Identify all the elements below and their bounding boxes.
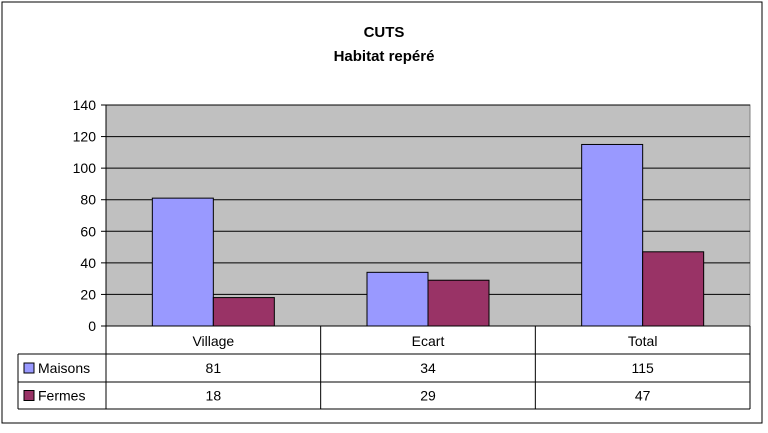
table-value-maisons: 115 <box>632 360 655 376</box>
bar-fermes-village <box>212 297 275 327</box>
chart-subtitle: Habitat repéré <box>334 48 435 65</box>
legend-key-maisons <box>23 362 35 374</box>
legend-key-fermes <box>23 390 35 401</box>
legend-label-fermes: Fermes <box>38 388 85 404</box>
category-label: Ecart <box>412 333 445 349</box>
category-label: Total <box>628 333 658 349</box>
data-table: Village Ecart Total Maisons 81 34 115 Fermes 18 2… <box>17 325 751 410</box>
y-tick-label: 80 <box>80 192 96 208</box>
y-tick-label: 120 <box>73 129 97 145</box>
chart-title: CUTS <box>364 24 405 41</box>
y-tick-label: 60 <box>80 223 96 239</box>
bar-maisons-ecart <box>366 271 429 327</box>
y-tick-label: 140 <box>73 97 97 113</box>
bar-maisons-total <box>581 143 644 327</box>
y-tick-label: 20 <box>80 286 96 302</box>
y-tick-label: 40 <box>80 255 96 271</box>
table-value-maisons: 34 <box>420 360 436 376</box>
y-tick-label: 0 <box>88 318 96 334</box>
bar-fermes-ecart <box>427 279 490 327</box>
legend-label-maisons: Maisons <box>38 360 90 376</box>
table-value-fermes: 18 <box>206 388 222 404</box>
bar-maisons-village <box>151 197 214 327</box>
category-label: Village <box>192 333 234 349</box>
table-value-maisons: 81 <box>206 360 222 376</box>
table-value-fermes: 29 <box>420 388 436 404</box>
y-tick-label: 100 <box>73 160 97 176</box>
bar-fermes-total <box>642 251 705 327</box>
table-value-fermes: 47 <box>635 388 651 404</box>
plot-area: 0 20 40 60 80 100 120 140 <box>73 97 751 334</box>
